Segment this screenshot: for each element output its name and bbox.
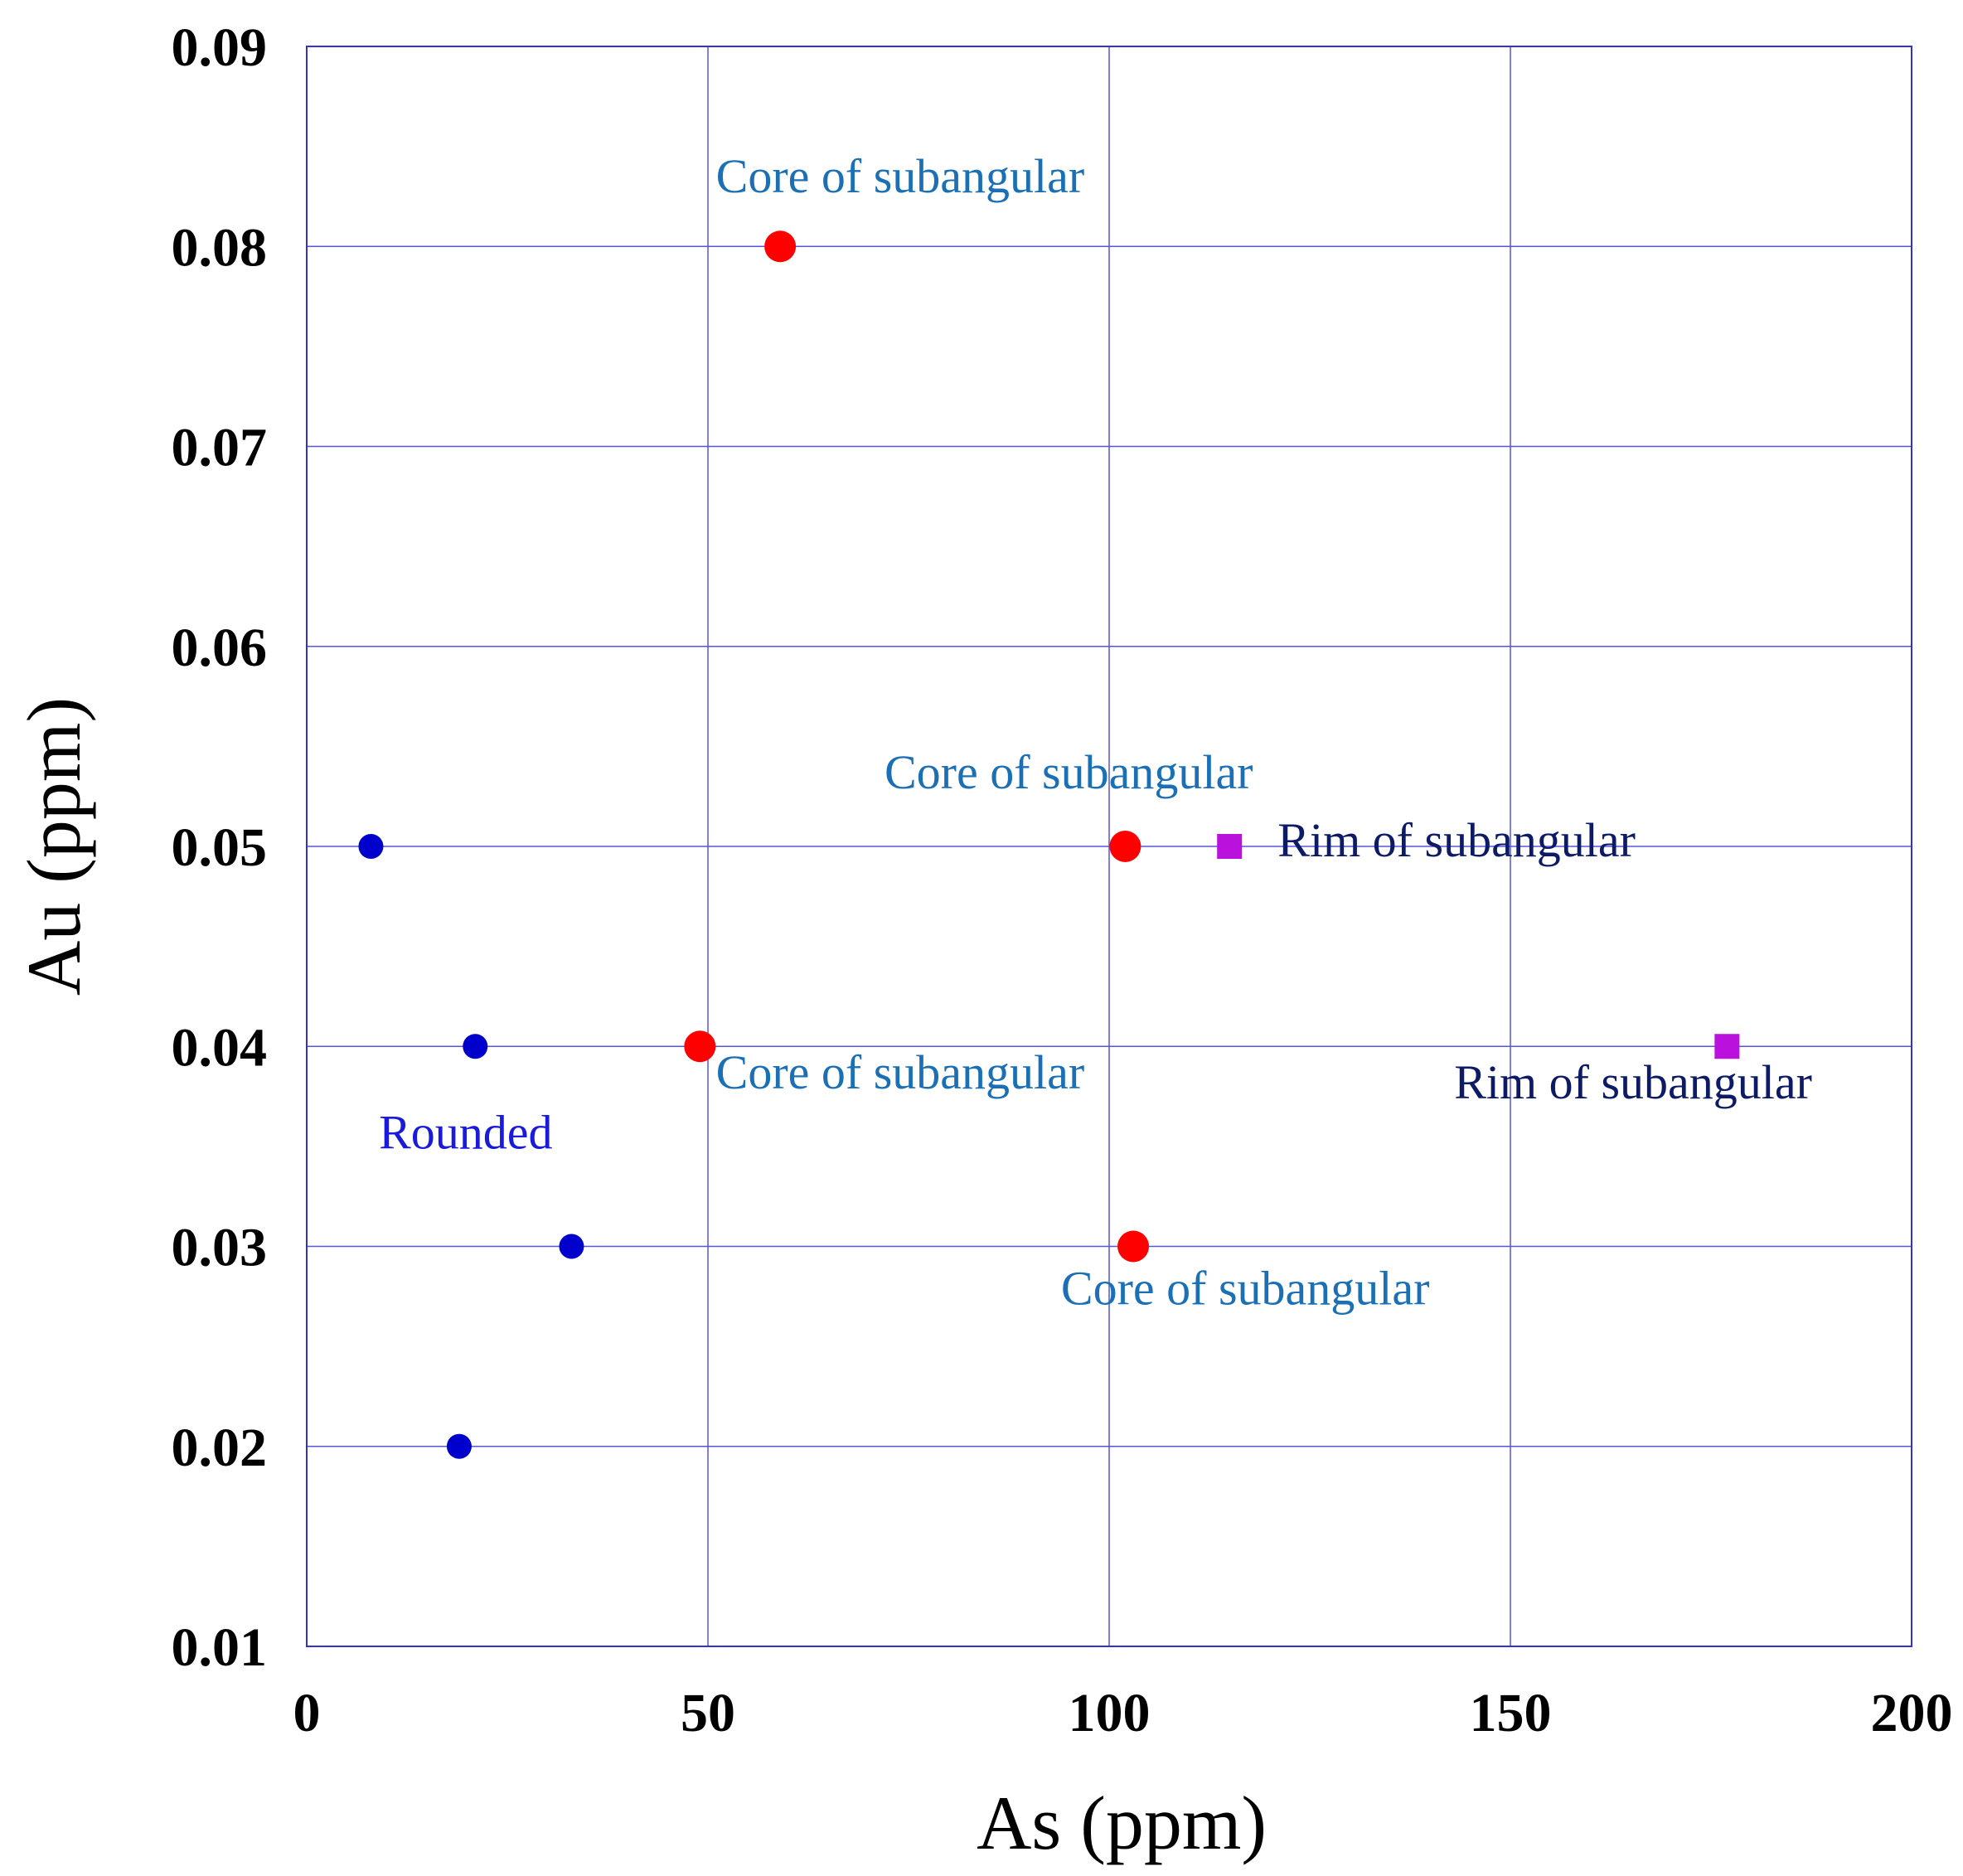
plot-frame [306, 46, 1912, 1647]
annotation-label: Core of subangular [716, 149, 1085, 203]
x-tick-label: 200 [1871, 1683, 1953, 1743]
y-tick-labels: 0.01 0.02 0.03 0.04 0.05 0.06 0.07 0.08 0.09 [172, 17, 268, 1678]
y-axis-title: Au (ppm) [12, 697, 96, 996]
x-tick-label: 150 [1470, 1683, 1552, 1743]
x-tick-label: 100 [1069, 1683, 1151, 1743]
x-axis-title: As (ppm) [977, 1781, 1267, 1865]
x-tick-labels: 0 50 100 150 200 [293, 1683, 1953, 1743]
y-tick-label: 0.08 [172, 217, 268, 278]
y-tick-label: 0.03 [172, 1218, 268, 1278]
y-tick-label: 0.06 [172, 618, 268, 678]
data-point-circle [446, 1433, 472, 1459]
data-point-circle [463, 1034, 488, 1059]
grid-lines [307, 46, 1912, 1646]
data-point-square [1714, 1034, 1740, 1059]
data-point-circle [684, 1030, 716, 1063]
data-point-circle [1109, 831, 1141, 862]
y-tick-label: 0.02 [172, 1418, 268, 1478]
y-tick-label: 0.05 [172, 817, 268, 878]
data-point-square [1217, 834, 1243, 859]
data-point-circle [764, 230, 797, 263]
y-tick-label: 0.07 [172, 418, 268, 478]
annotations: Core of subangular Core of subangular Rim … [379, 149, 1812, 1315]
annotation-label: Core of subangular [716, 1045, 1085, 1099]
y-tick-label: 0.01 [172, 1617, 268, 1678]
data-point-circle [559, 1234, 584, 1259]
annotation-label: Rounded [379, 1105, 552, 1159]
data-points [358, 230, 1740, 1459]
y-tick-label: 0.09 [172, 17, 268, 78]
data-point-circle [358, 834, 384, 859]
annotation-label: Core of subangular [885, 745, 1253, 799]
y-tick-label: 0.04 [172, 1017, 268, 1078]
x-tick-label: 0 [293, 1683, 321, 1743]
annotation-label: Rim of subangular [1277, 813, 1636, 867]
data-point-circle [1117, 1230, 1150, 1263]
x-tick-label: 50 [681, 1683, 735, 1743]
annotation-label: Core of subangular [1061, 1261, 1430, 1315]
annotation-label: Rim of subangular [1454, 1055, 1812, 1109]
